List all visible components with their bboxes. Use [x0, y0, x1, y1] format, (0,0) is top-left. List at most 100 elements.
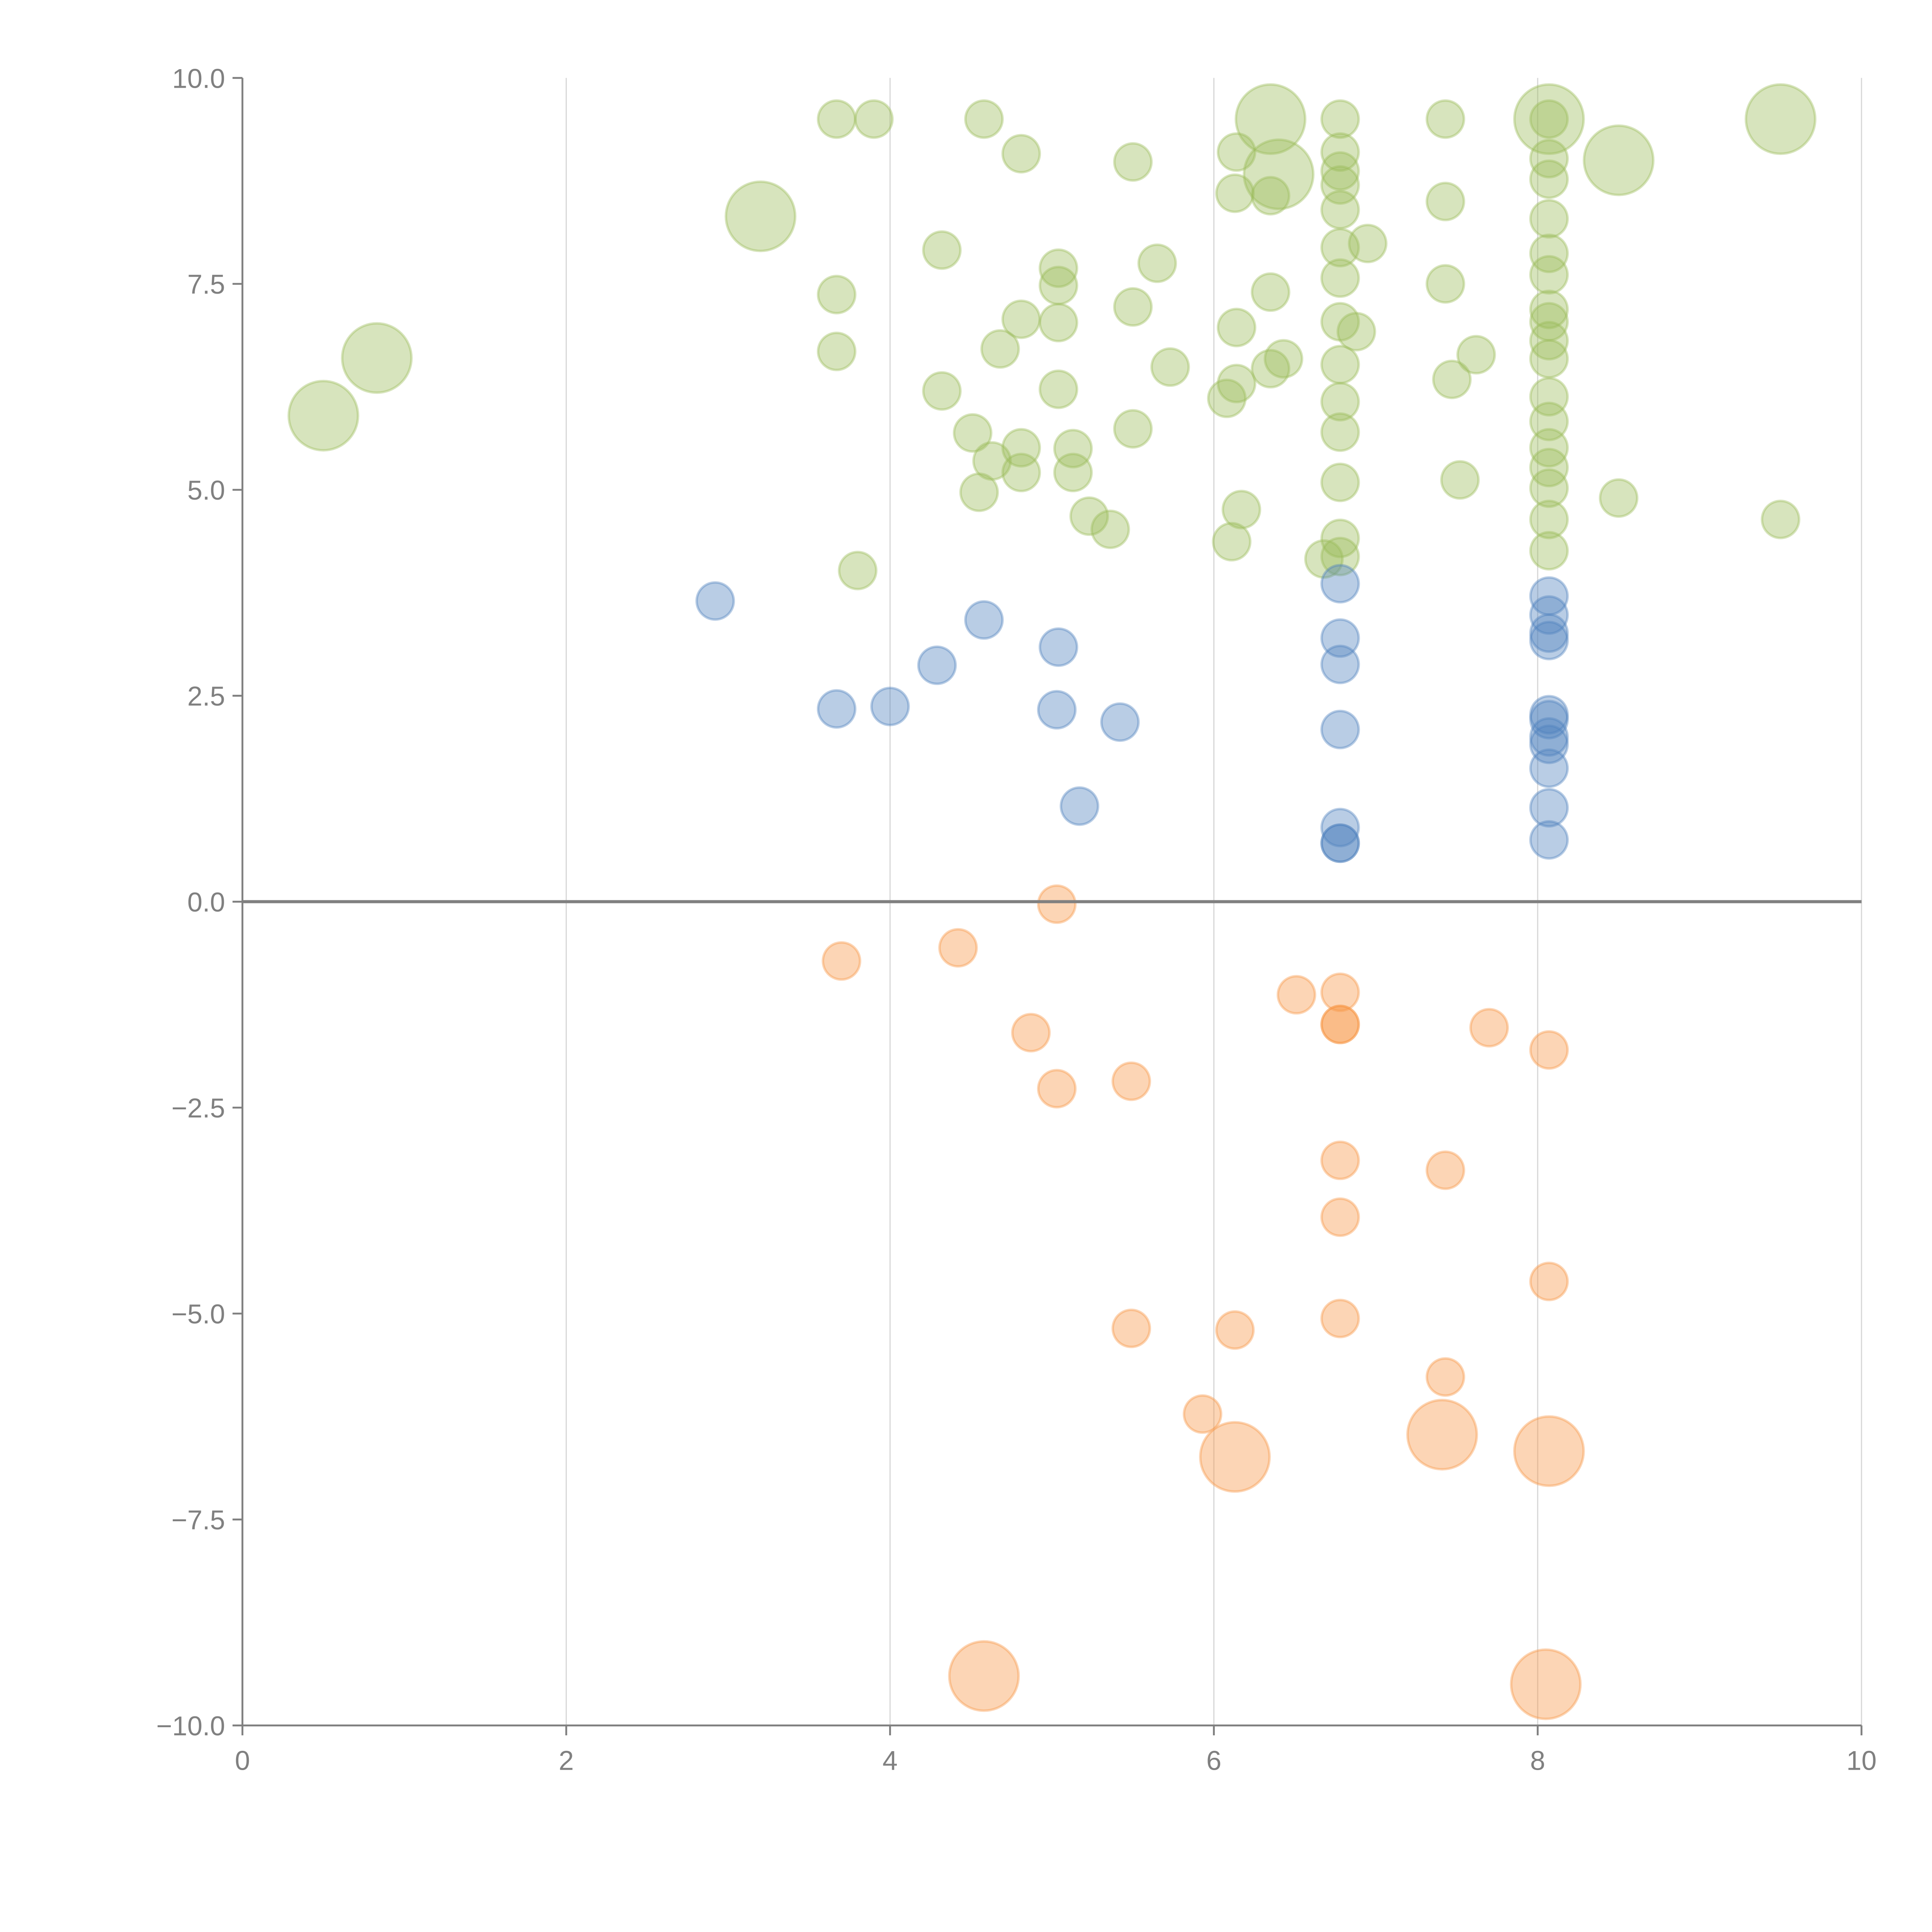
green-point [1150, 347, 1190, 387]
green-point [1221, 490, 1261, 529]
green-point [1583, 124, 1655, 196]
orange-point [1199, 1421, 1271, 1493]
green-point [1529, 500, 1569, 539]
green-point [1425, 99, 1465, 139]
green-point [1337, 312, 1376, 352]
orange-point [1276, 975, 1316, 1015]
green-point [1529, 428, 1569, 468]
blue-point [1037, 690, 1077, 730]
green-point [1216, 308, 1257, 347]
orange-point [1529, 1030, 1569, 1070]
green-point [1001, 134, 1041, 174]
green-point [1215, 173, 1255, 213]
green-point [1113, 409, 1153, 449]
green-point [1250, 176, 1291, 216]
green-point [1320, 165, 1360, 205]
green-point [1250, 272, 1291, 312]
green-point [1745, 83, 1816, 155]
y-tick-label: −7.5 [172, 1505, 225, 1535]
green-point [1243, 138, 1315, 210]
orange-point [1320, 1004, 1360, 1044]
x-tick-label: 0 [235, 1745, 250, 1776]
green-point [1529, 289, 1569, 329]
green-point [341, 322, 413, 394]
orange-point [1320, 1004, 1360, 1044]
blue-point [917, 645, 957, 685]
y-tick-label: −2.5 [172, 1093, 225, 1123]
orange-point [1037, 884, 1077, 924]
blue-point [1529, 724, 1569, 764]
y-tick: 2.5 [187, 681, 243, 711]
green-point [1320, 132, 1360, 172]
green-point [1529, 531, 1569, 571]
y-tick-label: −5.0 [172, 1299, 225, 1329]
y-tick: −5.0 [172, 1299, 243, 1329]
green-point [964, 99, 1004, 139]
blue-point [1529, 621, 1569, 660]
orange-point [821, 941, 861, 981]
green-point [1090, 509, 1130, 549]
y-tick: 0.0 [187, 887, 243, 917]
y-tick-label: 2.5 [187, 681, 225, 711]
green-point [816, 275, 857, 315]
green-point [1320, 99, 1360, 139]
green-point [1529, 233, 1569, 273]
blue-point [695, 581, 735, 621]
green-point [1440, 460, 1480, 500]
y-tick: −7.5 [172, 1505, 243, 1535]
green-point [1039, 369, 1078, 409]
green-point [1425, 182, 1465, 221]
y-tick-label: 0.0 [187, 887, 225, 917]
x-tick: 6 [1206, 1725, 1221, 1776]
green-point [1069, 496, 1109, 536]
blue-point [816, 689, 857, 729]
blue-point [1529, 576, 1569, 616]
blue-point [1320, 618, 1360, 658]
green-point [1513, 83, 1585, 155]
green-point [854, 99, 894, 139]
green-point [1216, 364, 1257, 403]
orange-point [1111, 1061, 1151, 1101]
blue-point [1320, 823, 1360, 863]
y-tick: −2.5 [172, 1093, 243, 1123]
green-point [1529, 401, 1569, 441]
green-point [1137, 243, 1177, 283]
green-point [1529, 139, 1569, 179]
green-point [1456, 335, 1496, 375]
blue-point [1100, 702, 1140, 742]
green-point [1039, 265, 1078, 306]
green-point [1053, 452, 1093, 493]
x-tick-label: 10 [1846, 1745, 1876, 1776]
green-point [1113, 287, 1153, 327]
blue-point [1060, 786, 1099, 826]
blue-point [1039, 627, 1078, 667]
orange-point [1320, 1299, 1360, 1338]
data-points [287, 83, 1816, 1720]
green-point [1529, 159, 1569, 199]
green-point [1320, 412, 1360, 452]
x-tick-label: 4 [883, 1745, 898, 1776]
orange-point [1425, 1150, 1465, 1190]
y-tick: −10.0 [156, 1711, 243, 1741]
blue-point [1320, 808, 1360, 847]
green-point [1425, 264, 1465, 304]
orange-point [1510, 1648, 1582, 1720]
green-point [1760, 500, 1801, 539]
green-point [1207, 378, 1247, 418]
y-tick-label: 5.0 [187, 475, 225, 505]
y-tick: 10.0 [172, 63, 243, 94]
green-point [1320, 258, 1360, 298]
green-point [1039, 248, 1078, 288]
green-point [1529, 199, 1569, 239]
orange-point [1215, 1310, 1255, 1350]
green-point [838, 551, 878, 590]
x-tick: 10 [1846, 1725, 1877, 1776]
x-tick: 8 [1530, 1725, 1545, 1776]
orange-point [1011, 1013, 1051, 1053]
green-point [1235, 83, 1306, 155]
y-tick-label: 7.5 [187, 269, 225, 299]
orange-point [1320, 1140, 1360, 1180]
orange-point [1469, 1008, 1509, 1048]
green-point [952, 413, 993, 453]
